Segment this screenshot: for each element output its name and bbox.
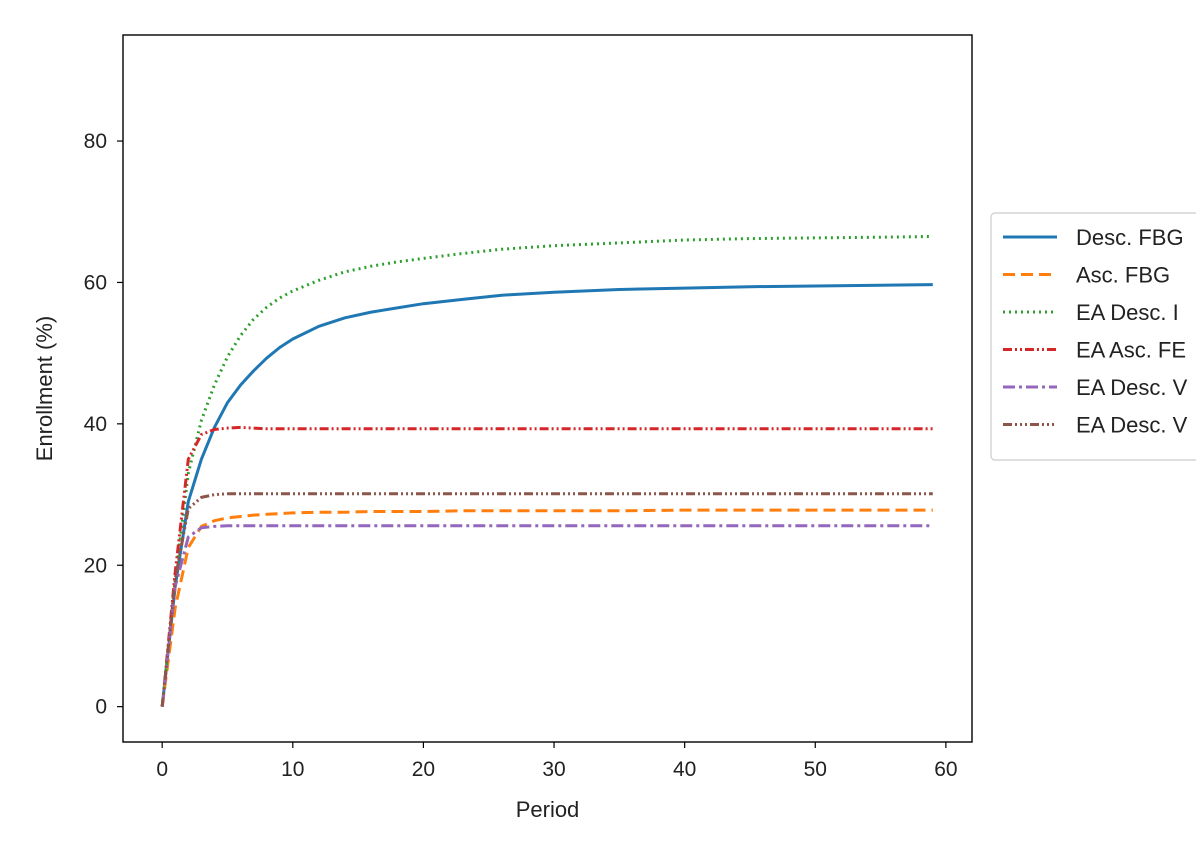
series-line-2 (160, 508, 933, 707)
x-tick-label: 30 (542, 758, 565, 781)
series-line-5 (160, 524, 933, 707)
x-tick-label: 50 (804, 758, 827, 781)
y-tick-label: 20 (84, 554, 107, 577)
legend-items: Desc. FBG Asc. FBG EA Desc. I EA Asc. FE EA … (1003, 225, 1188, 438)
legend-label-5: EA Desc. V (1076, 375, 1188, 400)
legend-label-6: EA Desc. V (1076, 413, 1188, 438)
y-tick-label: 0 (95, 696, 107, 719)
x-tick-label: 10 (281, 758, 304, 781)
y-axis-label: Enrollment (%) (32, 316, 57, 461)
x-axis-label: Period (516, 797, 580, 822)
y-tick-label: 80 (84, 130, 107, 153)
plot-area-frame (122, 34, 973, 743)
x-tick-label: 0 (156, 758, 168, 781)
series-line-1 (160, 283, 933, 707)
legend-label-1: Desc. FBG (1076, 225, 1184, 250)
x-tick-label: 60 (934, 758, 957, 781)
legend-label-4: EA Asc. FE (1076, 338, 1186, 363)
x-tick-label: 20 (412, 758, 435, 781)
x-tick-label: 40 (673, 758, 696, 781)
legend-label-3: EA Desc. I (1076, 300, 1179, 325)
x-axis-ticks: 0 10 20 30 40 50 60 (156, 742, 958, 781)
y-axis-ticks: 0 20 40 60 80 (84, 130, 123, 719)
y-tick-label: 60 (84, 271, 107, 294)
y-tick-label: 40 (84, 413, 107, 436)
series-line-3 (160, 235, 933, 707)
legend-label-2: Asc. FBG (1076, 263, 1170, 288)
series-line-4 (160, 425, 933, 707)
legend: Desc. FBG Asc. FBG EA Desc. I EA Asc. FE EA … (990, 212, 1196, 461)
series-layer (160, 235, 933, 707)
